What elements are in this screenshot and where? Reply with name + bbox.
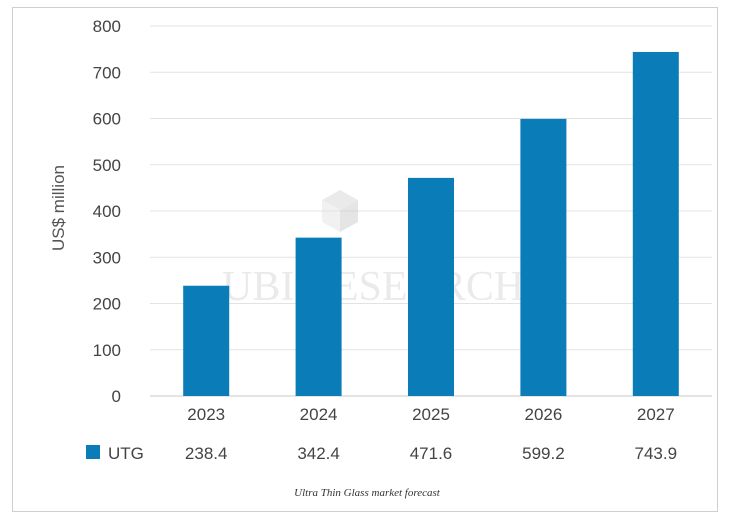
- x-tick-label: 2025: [412, 405, 450, 424]
- watermark-text: UBI RESEARCH: [222, 264, 524, 310]
- value-label: 471.6: [410, 444, 453, 463]
- chart-frame: [12, 7, 718, 512]
- y-tick-label: 500: [93, 156, 121, 175]
- y-tick-label: 700: [93, 63, 121, 82]
- value-labels: 238.4 342.4 471.6 599.2 743.9: [185, 444, 677, 463]
- value-label: 342.4: [297, 444, 340, 463]
- y-tick-labels: 0 100 200 300 400 500 600 700 800: [93, 17, 121, 406]
- x-tick-label: 2024: [300, 405, 338, 424]
- bar: [295, 237, 342, 396]
- bar: [520, 118, 567, 397]
- y-tick-label: 600: [93, 110, 121, 129]
- value-label: 743.9: [635, 444, 678, 463]
- y-tick-label: 100: [93, 341, 121, 360]
- y-tick-label: 0: [112, 387, 121, 406]
- legend-swatch: [86, 445, 100, 459]
- x-tick-label: 2026: [524, 405, 562, 424]
- y-axis-label: US$ million: [49, 165, 68, 251]
- value-label: 599.2: [522, 444, 565, 463]
- x-tick-labels: 2023 2024 2025 2026 2027: [187, 405, 674, 424]
- y-tick-label: 800: [93, 17, 121, 36]
- bar: [632, 51, 679, 396]
- legend-label: UTG: [108, 444, 144, 463]
- y-tick-label: 400: [93, 202, 121, 221]
- x-tick-label: 2023: [187, 405, 225, 424]
- figure-caption: Ultra Thin Glass market forecast: [294, 487, 440, 499]
- y-tick-label: 200: [93, 295, 121, 314]
- value-label: 238.4: [185, 444, 228, 463]
- watermark-cube-icon: [322, 190, 358, 232]
- bar: [408, 177, 454, 396]
- bars: [183, 51, 679, 397]
- x-tick-label: 2027: [637, 405, 675, 424]
- y-tick-label: 300: [93, 248, 121, 267]
- gridlines: [150, 25, 712, 397]
- watermark: UBI RESEARCH: [222, 190, 524, 310]
- bar: [183, 285, 230, 396]
